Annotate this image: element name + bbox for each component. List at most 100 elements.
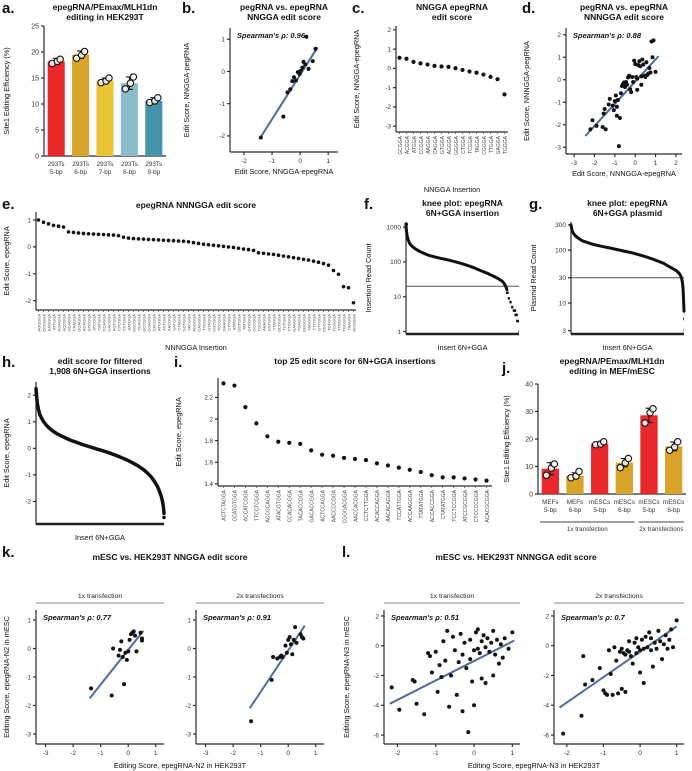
svg-text:1: 1 <box>27 419 31 426</box>
svg-text:1: 1 <box>221 37 225 44</box>
svg-text:TGGGA: TGGGA <box>503 135 509 154</box>
svg-text:GCGGGA: GCGGGA <box>276 314 281 332</box>
svg-text:0: 0 <box>387 66 391 73</box>
svg-text:Spearman's ρ: 0.96: Spearman's ρ: 0.96 <box>237 31 306 40</box>
svg-text:CTATATGGA: CTATATGGA <box>441 489 447 519</box>
svg-text:-1: -1 <box>385 85 391 92</box>
svg-text:CGCGGA: CGCGGA <box>211 314 216 332</box>
svg-text:6-bp: 6-bp <box>569 507 582 514</box>
svg-text:30: 30 <box>559 275 567 282</box>
svg-text:1x transfection: 1x transfection <box>78 593 122 600</box>
panel-i: i. 1.4 1.6 1.8 2 2.2 ACTCTAGGA CCATGTGGA ACCATC… <box>172 354 500 544</box>
svg-text:epegRNA NNNGGA edit score: epegRNA NNNGGA edit score <box>136 200 257 210</box>
svg-text:Edit Score, NNNGGA-epegRNA: Edit Score, NNNGGA-epegRNA <box>572 169 676 178</box>
svg-text:GCCGGA: GCCGGA <box>141 314 146 332</box>
svg-text:-1: -1 <box>269 158 275 165</box>
svg-text:-2: -2 <box>373 673 379 680</box>
svg-text:30: 30 <box>525 409 533 416</box>
svg-text:MEFs: MEFs <box>542 499 558 506</box>
svg-text:GAGGA: GAGGA <box>496 135 502 154</box>
panel-j: j. 0 10 20 30 40 MEFs 5-bp MEFs 6-bp mESCs 5-bp mES… <box>500 354 692 544</box>
svg-text:10: 10 <box>394 294 402 301</box>
svg-text:6-bp: 6-bp <box>74 169 87 176</box>
svg-text:CCTCTTGGA: CCTCTTGGA <box>364 489 370 521</box>
svg-text:TAGGA: TAGGA <box>475 135 481 153</box>
svg-text:ACACCAGGA: ACACCAGGA <box>375 489 381 522</box>
svg-text:293Ts: 293Ts <box>72 161 89 168</box>
panel-l: l. mESC vs. HEK293T NNNGGA edit score 1x … <box>340 544 692 771</box>
svg-text:6-bp: 6-bp <box>667 507 680 514</box>
svg-text:epegRNA/PEmax/MLH1dn: epegRNA/PEmax/MLH1dn <box>53 2 158 12</box>
svg-text:2: 2 <box>674 160 678 167</box>
svg-text:0: 0 <box>27 446 31 453</box>
svg-text:0: 0 <box>529 491 533 498</box>
svg-text:-2: -2 <box>592 160 598 167</box>
svg-text:TTGGA: TTGGA <box>489 135 495 153</box>
svg-text:0: 0 <box>27 244 31 251</box>
svg-text:0: 0 <box>298 158 302 165</box>
svg-text:MEFs: MEFs <box>567 499 583 506</box>
svg-text:TAAGGA: TAAGGA <box>346 314 351 331</box>
svg-text:CGGGACGGA: CGGGACGGA <box>342 489 348 523</box>
svg-text:CATGGA: CATGGA <box>96 314 101 331</box>
panel-k-letter: k. <box>2 544 15 561</box>
panel-j-letter: j. <box>502 360 511 377</box>
svg-text:6N+GGA insertion: 6N+GGA insertion <box>426 208 499 218</box>
svg-text:GGGGA: GGGGA <box>454 135 460 155</box>
svg-text:CTCCCCGGA: CTCCCCGGA <box>474 489 480 522</box>
svg-text:epegRNA/PEmax/MLH1dn: epegRNA/PEmax/MLH1dn <box>560 356 665 366</box>
svg-text:0: 0 <box>375 643 379 650</box>
svg-text:NNGGA Insertion: NNGGA Insertion <box>424 185 480 194</box>
svg-text:-4: -4 <box>373 703 379 710</box>
svg-text:Spearman's ρ: 0.91: Spearman's ρ: 0.91 <box>203 613 271 622</box>
svg-text:ATGGA: ATGGA <box>412 135 418 153</box>
svg-text:-1: -1 <box>433 750 439 757</box>
svg-text:0: 0 <box>126 750 130 757</box>
svg-text:CGGGGA: CGGGGA <box>321 314 326 332</box>
svg-text:Editing Score, epegRNA-N2 in H: Editing Score, epegRNA-N2 in HEK293T <box>114 761 247 770</box>
svg-text:Insertion Read Count: Insertion Read Count <box>364 244 373 313</box>
svg-text:ACAGGA: ACAGGA <box>81 314 86 331</box>
svg-text:mESCs: mESCs <box>638 499 659 506</box>
svg-text:Edit Score, epegRNA: Edit Score, epegRNA <box>174 397 183 466</box>
svg-text:TCCGGA: TCCGGA <box>216 314 221 331</box>
svg-text:0: 0 <box>221 69 225 76</box>
svg-text:TCTGGA: TCTGGA <box>281 314 286 331</box>
panel-i-letter: i. <box>174 354 183 371</box>
svg-text:1,908 6N+GGA insertions: 1,908 6N+GGA insertions <box>49 366 151 376</box>
svg-text:293Ts: 293Ts <box>97 161 114 168</box>
panel-a-letter: a. <box>2 0 15 17</box>
svg-text:AGGGA: AGGGA <box>447 135 453 154</box>
svg-text:-1: -1 <box>612 160 618 167</box>
svg-text:TAGGGA: TAGGGA <box>306 314 311 331</box>
svg-text:ATTGGA: ATTGGA <box>51 314 56 330</box>
svg-text:Spearman's ρ: 0.51: Spearman's ρ: 0.51 <box>391 613 459 622</box>
svg-text:-3: -3 <box>43 750 49 757</box>
panel-b-chart: -2 -1 0 1 -2 -1 0 1 Spearman's ρ: 0.96 pegRNA vs.… <box>182 2 338 176</box>
svg-text:-2: -2 <box>25 298 31 305</box>
svg-text:Spearman's ρ: 0.77: Spearman's ρ: 0.77 <box>43 613 112 622</box>
panel-f-letter: f. <box>364 196 374 213</box>
panel-d-chart: -3 -2 -1 0 1 2 -3 -2 -1 0 1 2 Spearman's ρ: 0.88 pegR… <box>522 2 682 178</box>
svg-text:1: 1 <box>27 617 31 624</box>
svg-text:-3: -3 <box>571 160 577 167</box>
svg-text:-2: -2 <box>230 750 236 757</box>
svg-text:-3: -3 <box>555 145 561 152</box>
svg-text:-2: -2 <box>241 158 247 165</box>
panel-e-letter: e. <box>2 196 15 213</box>
svg-text:CCACACGGA: CCACACGGA <box>287 489 293 522</box>
svg-text:1: 1 <box>314 750 318 757</box>
svg-text:2x transfections: 2x transfections <box>639 526 683 533</box>
svg-text:GCTGGA: GCTGGA <box>181 314 186 332</box>
panel-l-letter: l. <box>342 544 351 561</box>
svg-text:0: 0 <box>557 77 561 84</box>
svg-text:edit score: edit score <box>432 12 472 22</box>
panel-g: g. 3 10 30 100 300 knee plot: epegRNA 6N+GGA p… <box>527 196 692 354</box>
svg-text:AAGGA: AAGGA <box>426 135 432 153</box>
svg-text:CCATGTGGA: CCATGTGGA <box>233 489 239 521</box>
panel-h-letter: h. <box>2 354 16 371</box>
